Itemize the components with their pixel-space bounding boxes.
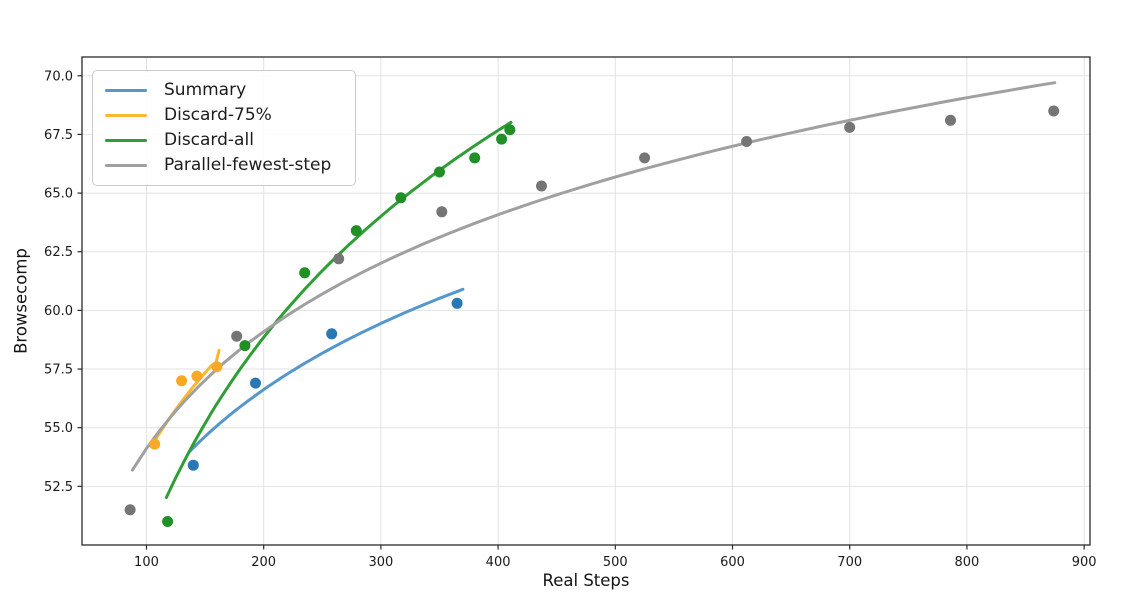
legend-item-summary: Summary	[105, 81, 345, 100]
data-point	[536, 180, 547, 192]
series-parallel-fewest-step	[124, 105, 1060, 516]
y-tick-label: 57.5	[44, 363, 73, 378]
legend-item-discard-75-: Discard-75%	[105, 106, 345, 125]
data-point	[326, 328, 338, 340]
y-tick-label: 55.0	[44, 421, 73, 436]
data-point	[436, 206, 448, 218]
y-tick-label: 62.5	[44, 245, 73, 260]
data-point	[187, 459, 199, 471]
x-tick-label: 600	[720, 555, 745, 570]
data-point	[639, 152, 651, 164]
legend: Summary Discard-75% Discard-all Parallel-fe…	[92, 70, 356, 186]
y-tick-label: 70.0	[44, 69, 73, 84]
series-discard-75-	[149, 361, 223, 450]
x-tick-label: 800	[955, 555, 980, 570]
data-point	[250, 377, 261, 389]
x-axis-label: Real Steps	[542, 571, 630, 590]
trend-line-parallel-fewest-step	[130, 81, 1057, 472]
data-point	[124, 504, 136, 516]
data-point	[496, 133, 508, 145]
legend-line-swatch-icon	[105, 113, 147, 118]
data-point	[231, 330, 243, 342]
legend-item-label: Discard-75%	[164, 105, 272, 126]
data-point	[162, 516, 174, 527]
data-point	[844, 121, 856, 133]
y-tick-labels: 52.5 55.0 57.5 60.0 62.5 65.0 67.5 70.0	[44, 69, 73, 495]
data-point	[741, 136, 753, 147]
data-point	[191, 370, 203, 382]
data-point	[299, 267, 311, 279]
x-tick-label: 900	[1072, 555, 1097, 570]
x-tick-label: 200	[251, 555, 276, 570]
data-point	[149, 438, 161, 450]
y-axis-label: Browsecomp	[11, 248, 31, 354]
grid	[82, 57, 1090, 545]
axis-ticks	[77, 75, 1085, 550]
legend-item-label: Summary	[164, 80, 247, 101]
data-point	[451, 297, 463, 309]
data-point	[211, 361, 223, 373]
data-point	[176, 375, 188, 387]
x-tick-label: 400	[486, 555, 511, 570]
data-point	[1048, 105, 1060, 117]
data-point	[469, 152, 481, 164]
trend-line-summary	[188, 287, 465, 453]
data-point	[434, 166, 445, 178]
x-tick-label: 500	[603, 555, 628, 570]
x-tick-label: 700	[837, 555, 862, 570]
data-point	[945, 114, 956, 126]
data-point	[395, 192, 407, 204]
data-point	[239, 340, 251, 352]
y-tick-label: 60.0	[44, 304, 73, 319]
x-tick-label: 100	[134, 555, 159, 570]
legend-line-swatch-icon	[105, 88, 147, 93]
legend-item-parallel-fewest-step: Parallel-fewest-step	[105, 156, 345, 175]
x-tick-label: 300	[368, 555, 393, 570]
x-tick-labels: 100 200 300 400 500 600 700 800 900	[134, 555, 1097, 570]
legend-item-label: Parallel-fewest-step	[164, 155, 332, 176]
legend-item-discard-all: Discard-all	[105, 131, 345, 150]
legend-item-label: Discard-all	[164, 130, 254, 151]
data-point	[350, 225, 362, 237]
plot-border	[81, 56, 1091, 546]
y-tick-label: 52.5	[44, 480, 73, 495]
data-point	[504, 124, 516, 136]
legend-line-swatch-icon	[105, 163, 147, 168]
y-tick-label: 65.0	[44, 187, 73, 202]
y-tick-label: 67.5	[44, 128, 73, 143]
series-discard-all	[162, 124, 516, 527]
data-point	[333, 253, 345, 265]
legend-line-swatch-icon	[105, 138, 147, 143]
series-summary	[187, 297, 463, 471]
